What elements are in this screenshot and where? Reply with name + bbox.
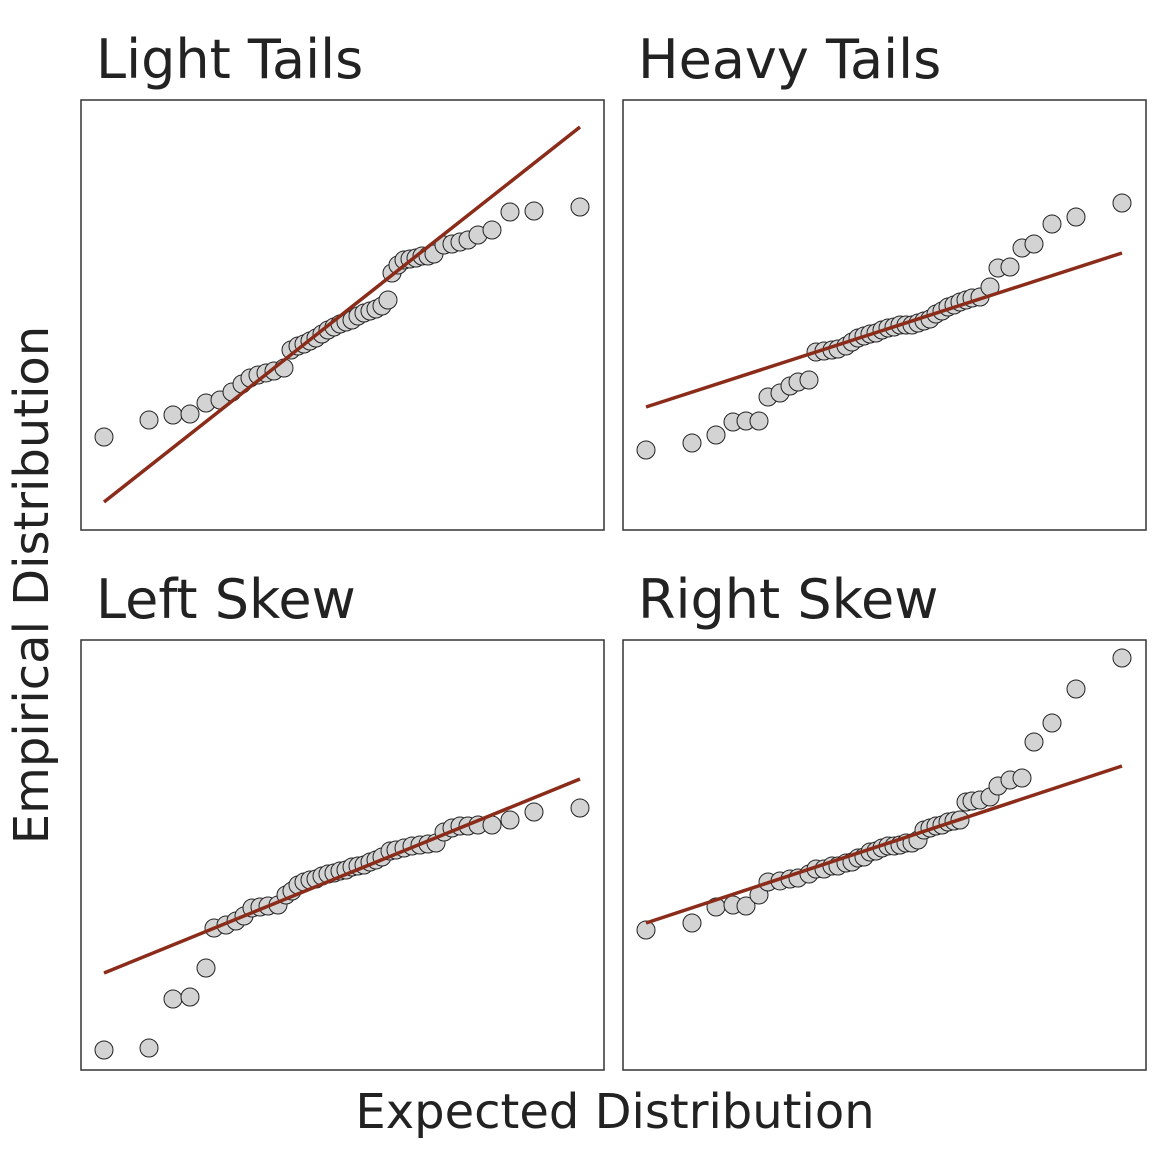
point — [1042, 214, 1062, 234]
point — [1112, 648, 1132, 668]
point — [1042, 713, 1062, 733]
point — [378, 290, 398, 310]
point — [1112, 193, 1132, 213]
point — [139, 1038, 159, 1058]
point — [799, 370, 819, 390]
y-axis-label: Empirical Distribution — [4, 326, 60, 844]
point — [570, 798, 590, 818]
point — [500, 810, 520, 830]
point — [94, 1040, 114, 1060]
reference-line — [645, 764, 1123, 925]
panel-frame — [622, 99, 1147, 531]
panel-frame — [80, 99, 605, 531]
point — [636, 920, 656, 940]
panel-frame — [622, 639, 1147, 1071]
x-axis-label: Expected Distribution — [355, 1084, 874, 1140]
point — [139, 410, 159, 430]
panel-title: Left Skew — [96, 568, 356, 631]
point — [500, 202, 520, 222]
point — [706, 425, 726, 445]
point — [94, 427, 114, 447]
point — [1066, 207, 1086, 227]
reference-line — [103, 777, 581, 975]
point — [524, 201, 544, 221]
point — [196, 958, 216, 978]
reference-line — [645, 251, 1123, 409]
panel-frame — [80, 639, 605, 1071]
point — [524, 802, 544, 822]
point — [180, 404, 200, 424]
point — [1066, 679, 1086, 699]
reference-line — [102, 125, 582, 504]
point — [736, 896, 756, 916]
point — [180, 987, 200, 1007]
point — [636, 440, 656, 460]
point — [1012, 768, 1032, 788]
point — [682, 913, 702, 933]
point — [1024, 234, 1044, 254]
point — [570, 197, 590, 217]
panel-title: Light Tails — [96, 28, 363, 91]
point — [163, 989, 183, 1009]
point — [1000, 257, 1020, 277]
panel-title: Heavy Tails — [638, 28, 941, 91]
point — [682, 433, 702, 453]
point — [749, 411, 769, 431]
point — [163, 405, 183, 425]
panel-title: Right Skew — [638, 568, 938, 631]
point — [482, 220, 502, 240]
point — [1024, 732, 1044, 752]
